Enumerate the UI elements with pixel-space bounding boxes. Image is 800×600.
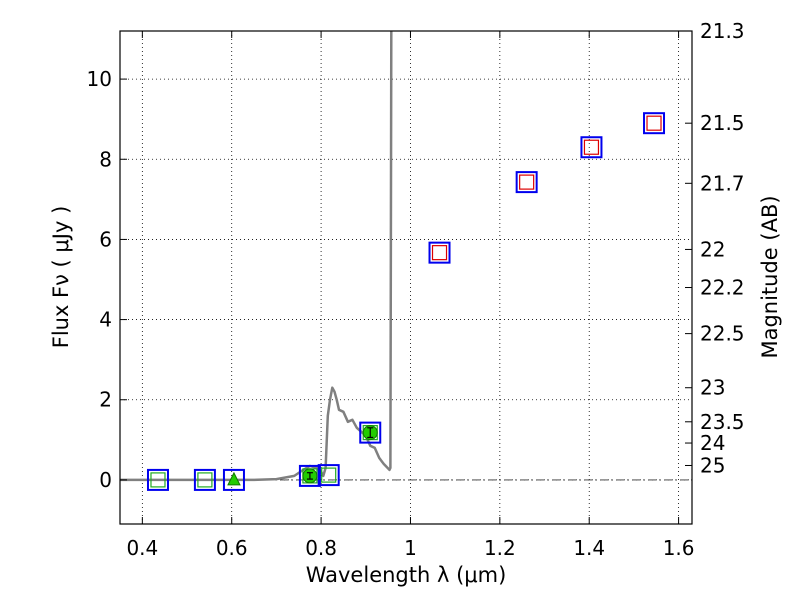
observed-photometry-box: [643, 112, 666, 135]
model-photometry-square: [321, 467, 337, 483]
observed-photometry-box: [515, 171, 538, 194]
y-axis-label: Flux Fν ( μJy ): [49, 206, 73, 349]
x-tick-label: 1.4: [573, 536, 605, 560]
y-tick-label: 0: [99, 468, 112, 492]
mag-tick-label: 22.5: [700, 322, 745, 346]
mag-tick-label: 24: [700, 431, 725, 455]
x-axis-label: Wavelength λ (μm): [306, 563, 507, 587]
model-photometry-square: [431, 245, 448, 261]
mag-tick-label: 21.5: [700, 111, 745, 135]
model-photometry-square: [646, 115, 662, 131]
model-photometry-square: [519, 174, 535, 190]
x-tick-label: 1.2: [484, 536, 516, 560]
observed-photometry-box: [317, 464, 340, 487]
x-tick-label: 1: [404, 536, 417, 560]
mag-tick-label: 25: [700, 453, 725, 477]
x-tick-label: 0.6: [216, 536, 248, 560]
ticks: 0.4 0.6 0.8 1 1.2 1.4 1.6024681021.321.521.722…: [87, 19, 745, 560]
x-tick-label: 0.8: [305, 536, 337, 560]
model-photometry-square: [197, 472, 213, 488]
observed-photometry-box: [222, 468, 245, 491]
observed-photometry-box: [146, 468, 169, 491]
plot-frame: [119, 30, 693, 525]
upper-limit-triangle: [227, 471, 241, 486]
mag-tick-label: 21.3: [700, 19, 745, 43]
x-tick-label: 1.6: [663, 536, 695, 560]
mag-tick-label: 23: [700, 376, 725, 400]
x-tick-label: 0.4: [126, 536, 158, 560]
mag-tick-label: 21.7: [700, 171, 745, 195]
mag-tick-label: 22.2: [700, 276, 745, 300]
marker-layer: [146, 112, 666, 491]
y-tick-label: 4: [99, 308, 112, 332]
y-tick-label: 8: [99, 147, 112, 171]
observed-photometry-box: [193, 468, 216, 491]
y-tick-label: 2: [99, 388, 112, 412]
observed-photometry-box: [580, 136, 603, 159]
y-tick-label: 6: [99, 227, 112, 251]
y-tick-label: 10: [87, 67, 112, 91]
mag-tick-label: 23.5: [700, 410, 745, 434]
y2-axis-label: Magnitude (AB): [758, 195, 782, 358]
observed-photometry-box: [298, 464, 321, 487]
model-photometry-square: [583, 139, 600, 155]
model-photometry-square: [150, 472, 166, 488]
observed-photometry-box: [359, 421, 382, 444]
observed-photometry-box: [428, 241, 451, 264]
mag-tick-label: 22: [700, 237, 725, 261]
